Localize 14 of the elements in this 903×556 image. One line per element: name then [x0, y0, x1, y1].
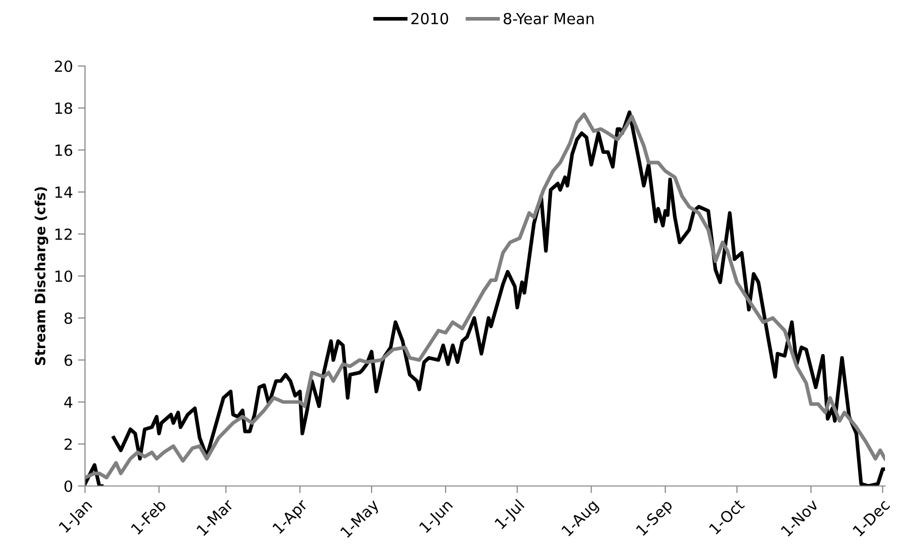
- y-tick-label: 16: [55, 144, 72, 156]
- y-tick-label: 4: [64, 396, 72, 408]
- y-tick-label: 12: [55, 228, 72, 240]
- y-tick-label: 6: [64, 354, 72, 366]
- legend-label: 2010: [411, 12, 448, 24]
- y-tick-label: 10: [55, 270, 72, 282]
- y-axis-title: Stream Discharge (cfs): [34, 187, 48, 365]
- y-tick-label: 8: [64, 312, 72, 324]
- y-tick-label: 0: [64, 480, 72, 492]
- y-tick-label: 2: [64, 438, 72, 450]
- legend-label: 8-Year Mean: [504, 12, 594, 24]
- y-tick-label: 20: [54, 60, 72, 72]
- y-tick-label: 18: [55, 102, 72, 114]
- y-tick-label: 14: [55, 186, 72, 198]
